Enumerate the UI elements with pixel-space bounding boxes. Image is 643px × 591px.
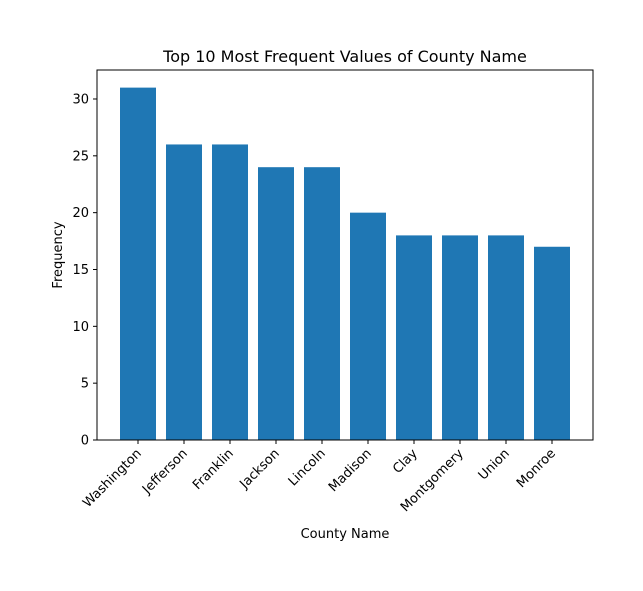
y-tick-label: 10 (72, 320, 89, 335)
x-axis-label: County Name (301, 527, 390, 542)
y-tick-label: 25 (72, 149, 89, 164)
bar-jefferson (166, 144, 202, 440)
x-tick-label: Union (476, 446, 513, 483)
bar-lincoln (304, 167, 340, 440)
bar-clay (396, 235, 432, 440)
x-tick-label: Franklin (190, 446, 237, 493)
plot-frame (96, 69, 594, 441)
bar-franklin (212, 144, 248, 440)
y-axis-label: Frequency (51, 221, 66, 288)
y-tick-label: 0 (81, 434, 89, 449)
bar-monroe (534, 246, 570, 440)
x-tick-label: Madison (326, 446, 375, 495)
y-tick-label: 30 (72, 92, 89, 107)
x-tick-label: Jefferson (139, 446, 191, 498)
chart-title: Top 10 Most Frequent Values of County Na… (162, 47, 527, 66)
y-tick-label: 5 (81, 377, 89, 392)
x-tick-label: Washington (80, 446, 145, 511)
x-tick-label: Lincoln (286, 446, 329, 489)
bar-montgomery (442, 235, 478, 440)
y-tick-label: 20 (72, 206, 89, 221)
y-tick-label: 15 (72, 263, 89, 278)
x-tick-label: Monroe (514, 446, 559, 491)
bar-union (488, 235, 524, 440)
bar-jackson (258, 167, 294, 440)
bar-madison (350, 212, 386, 440)
x-tick-label: Clay (390, 446, 421, 477)
bar-washington (120, 87, 156, 440)
x-tick-label: Jackson (237, 446, 283, 492)
